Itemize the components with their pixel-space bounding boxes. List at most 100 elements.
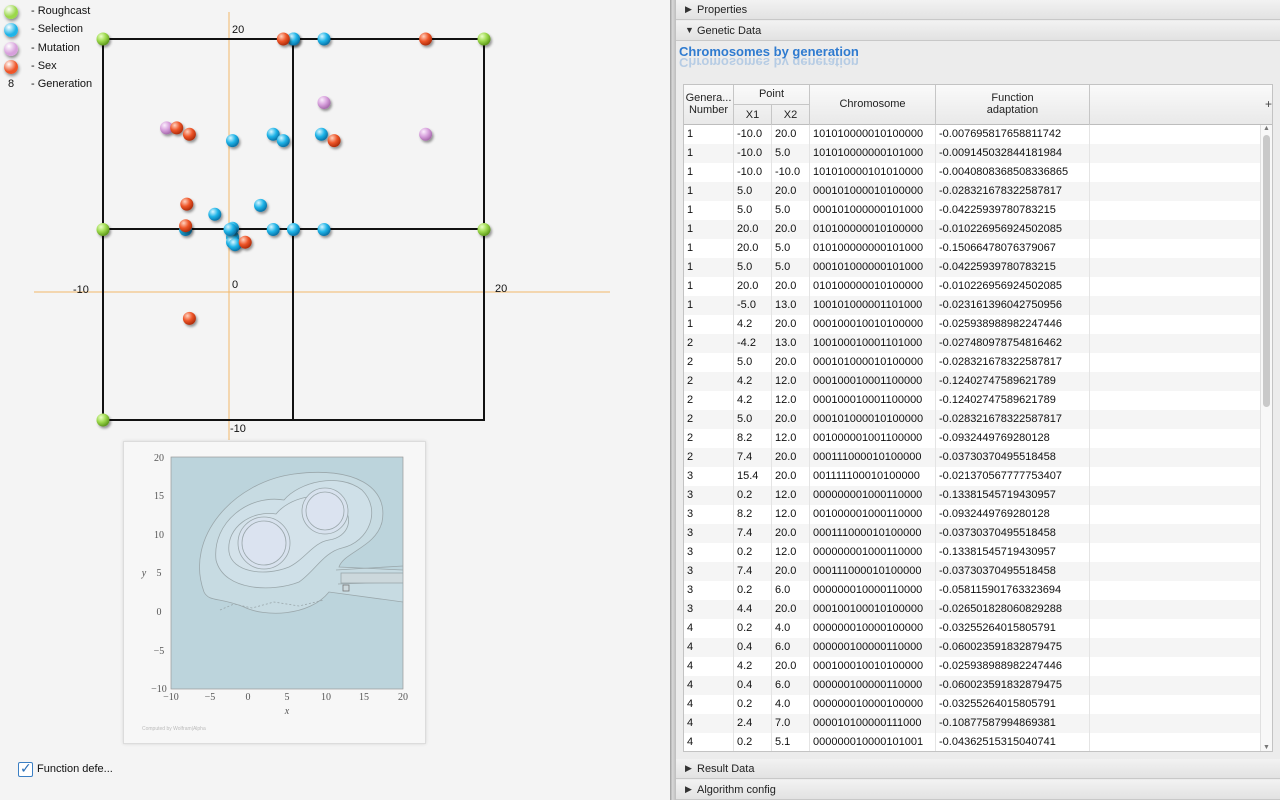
cell-function: -0.025938988982247446 [936, 315, 1090, 334]
cell-chromosome: 000101000000101000 [810, 201, 936, 220]
table-row[interactable]: 3 0.2 12.0 000000001000110000 -0.13381545719… [684, 486, 1262, 505]
cell-generation: 2 [684, 372, 734, 391]
cell-chromosome: 101010000000101000 [810, 144, 936, 163]
table-row[interactable]: 1 -10.0 20.0 101010000010100000 -0.007695817… [684, 125, 1262, 144]
cell-chromosome: 000000010000100000 [810, 619, 936, 638]
result-data-section-title: Result Data [697, 763, 755, 775]
cell-chromosome: 000111000010100000 [810, 448, 936, 467]
table-row[interactable]: 2 4.2 12.0 000100010001100000 -0.12402747589… [684, 391, 1262, 410]
table-row[interactable]: 4 2.4 7.0 000010100000111000 -0.108775879948… [684, 714, 1262, 733]
table-row[interactable]: 3 8.2 12.0 001000001000110000 -0.09324497692… [684, 505, 1262, 524]
table-row[interactable]: 3 0.2 6.0 000000010000110000 -0.058115901763… [684, 581, 1262, 600]
table-row[interactable]: 2 5.0 20.0 000101000010100000 -0.02832167832… [684, 353, 1262, 372]
table-row[interactable]: 3 15.4 20.0 001111100010100000 -0.0213705677… [684, 467, 1262, 486]
table-row[interactable]: 3 7.4 20.0 000111000010100000 -0.03730370495… [684, 524, 1262, 543]
contour-ytick: 5 [157, 568, 162, 579]
column-header-chromosome[interactable]: Chromosome [810, 85, 936, 125]
cell-x1: -4.2 [734, 334, 772, 353]
cell-chromosome: 000000001000110000 [810, 486, 936, 505]
table-row[interactable]: 1 -10.0 5.0 101010000000101000 -0.0091450328… [684, 144, 1262, 163]
sex-point [238, 235, 252, 249]
algorithm-config-section-header[interactable]: ▶ Algorithm config [676, 780, 1280, 800]
table-row[interactable]: 2 8.2 12.0 001000001001100000 -0.09324497692… [684, 429, 1262, 448]
table-scrollbar[interactable]: ▲ ▼ [1260, 125, 1272, 751]
cell-chromosome: 000111000010100000 [810, 524, 936, 543]
cell-x2: 12.0 [772, 543, 810, 562]
contour-xtick: −5 [205, 692, 216, 703]
table-row[interactable]: 2 -4.2 13.0 100100010001101000 -0.0274809787… [684, 334, 1262, 353]
column-header-x1[interactable]: X1 [734, 105, 772, 125]
table-row[interactable]: 3 7.4 20.0 000111000010100000 -0.03730370495… [684, 562, 1262, 581]
column-header-x2[interactable]: X2 [772, 105, 810, 125]
contour-xtick: 0 [246, 692, 251, 703]
cell-x1: 5.0 [734, 182, 772, 201]
scroll-up-icon[interactable]: ▲ [1263, 125, 1270, 132]
cell-generation: 1 [684, 144, 734, 163]
column-header-point[interactable]: Point [734, 85, 810, 105]
table-row[interactable]: 4 0.2 4.0 000000010000100000 -0.032552640158… [684, 695, 1262, 714]
cell-function: -0.028321678322587817 [936, 410, 1090, 429]
column-menu-icon[interactable]: + [1264, 97, 1272, 111]
table-row[interactable]: 3 4.4 20.0 000100100010100000 -0.02650182806… [684, 600, 1262, 619]
cell-x1: 5.0 [734, 353, 772, 372]
genetic-data-section-header[interactable]: ▼ Genetic Data [676, 21, 1280, 41]
chevron-down-icon: ▼ [685, 25, 694, 35]
table-row[interactable]: 4 0.4 6.0 000000100000110000 -0.060023591832… [684, 638, 1262, 657]
column-header-function[interactable]: Function adaptation [936, 85, 1090, 125]
table-row[interactable]: 1 20.0 20.0 010100000010100000 -0.0102269569… [684, 220, 1262, 239]
table-row[interactable]: 1 20.0 5.0 010100000000101000 -0.15066478076… [684, 239, 1262, 258]
axis-label-right: 20 [495, 283, 507, 295]
split-pane-divider[interactable] [670, 0, 676, 800]
cell-chromosome: 000111000010100000 [810, 562, 936, 581]
contour-ytick: −5 [154, 646, 165, 657]
selection-point [287, 223, 300, 236]
roughcast-point [96, 223, 110, 236]
cell-x2: 5.0 [772, 239, 810, 258]
scroll-down-icon[interactable]: ▼ [1263, 744, 1270, 751]
scrollbar-thumb[interactable] [1263, 135, 1270, 407]
function-checkbox[interactable]: ✓ [18, 760, 33, 777]
selection-point [266, 223, 280, 236]
table-row[interactable]: 4 0.4 6.0 000000100000110000 -0.060023591832… [684, 676, 1262, 695]
chart-pane: 20 -10 0 20 -10 - Roughcast - Selection - … [4, 5, 610, 777]
table-row[interactable]: 4 0.2 5.1 000000010000101001 -0.043625153150… [684, 733, 1262, 751]
table-row[interactable]: 1 -5.0 13.0 100101000001101000 -0.0231613960… [684, 296, 1262, 315]
cell-generation: 1 [684, 163, 734, 182]
cell-generation: 2 [684, 353, 734, 372]
cell-chromosome: 000000010000100000 [810, 695, 936, 714]
cell-x2: 12.0 [772, 391, 810, 410]
table-row[interactable]: 1 20.0 20.0 010100000010100000 -0.0102269569… [684, 277, 1262, 296]
table-row[interactable]: 1 5.0 20.0 000101000010100000 -0.02832167832… [684, 182, 1262, 201]
properties-section-header[interactable]: ▶ Properties [676, 0, 1280, 20]
cell-x1: 5.0 [734, 410, 772, 429]
table-row[interactable]: 4 4.2 20.0 000100010010100000 -0.02593898898… [684, 657, 1262, 676]
result-data-section-header[interactable]: ▶ Result Data [676, 759, 1280, 779]
table-row[interactable]: 1 4.2 20.0 000100010010100000 -0.02593898898… [684, 315, 1262, 334]
table-row[interactable]: 1 5.0 5.0 000101000000101000 -0.042259397807… [684, 258, 1262, 277]
cell-generation: 1 [684, 315, 734, 334]
cell-x2: 20.0 [772, 410, 810, 429]
table-row[interactable]: 1 -10.0 -10.0 101010000101010000 -0.00408083… [684, 163, 1262, 182]
table-row[interactable]: 3 0.2 12.0 000000001000110000 -0.13381545719… [684, 543, 1262, 562]
cell-x2: 13.0 [772, 296, 810, 315]
cell-x2: 7.0 [772, 714, 810, 733]
cell-x2: 12.0 [772, 486, 810, 505]
table-row[interactable]: 1 5.0 5.0 000101000000101000 -0.042259397807… [684, 201, 1262, 220]
cell-function: -0.12402747589621789 [936, 372, 1090, 391]
cell-x1: 20.0 [734, 220, 772, 239]
table-row[interactable]: 2 4.2 12.0 000100010001100000 -0.12402747589… [684, 372, 1262, 391]
cell-function: -0.15066478076379067 [936, 239, 1090, 258]
cell-generation: 1 [684, 258, 734, 277]
cell-chromosome: 010100000010100000 [810, 277, 936, 296]
table-row[interactable]: 4 0.2 4.0 000000010000100000 -0.032552640158… [684, 619, 1262, 638]
column-header-generation[interactable]: Genera... Number [684, 85, 734, 125]
axis-label-origin: 0 [232, 279, 238, 291]
genetic-data-section-title: Genetic Data [697, 25, 762, 37]
table-row[interactable]: 2 7.4 20.0 000111000010100000 -0.03730370495… [684, 448, 1262, 467]
cell-x1: 4.2 [734, 315, 772, 334]
cell-x1: 4.2 [734, 372, 772, 391]
cell-function: -0.0040808368508336865 [936, 163, 1090, 182]
check-icon: ✓ [20, 760, 32, 776]
table-row[interactable]: 2 5.0 20.0 000101000010100000 -0.02832167832… [684, 410, 1262, 429]
selection-point [254, 198, 267, 212]
